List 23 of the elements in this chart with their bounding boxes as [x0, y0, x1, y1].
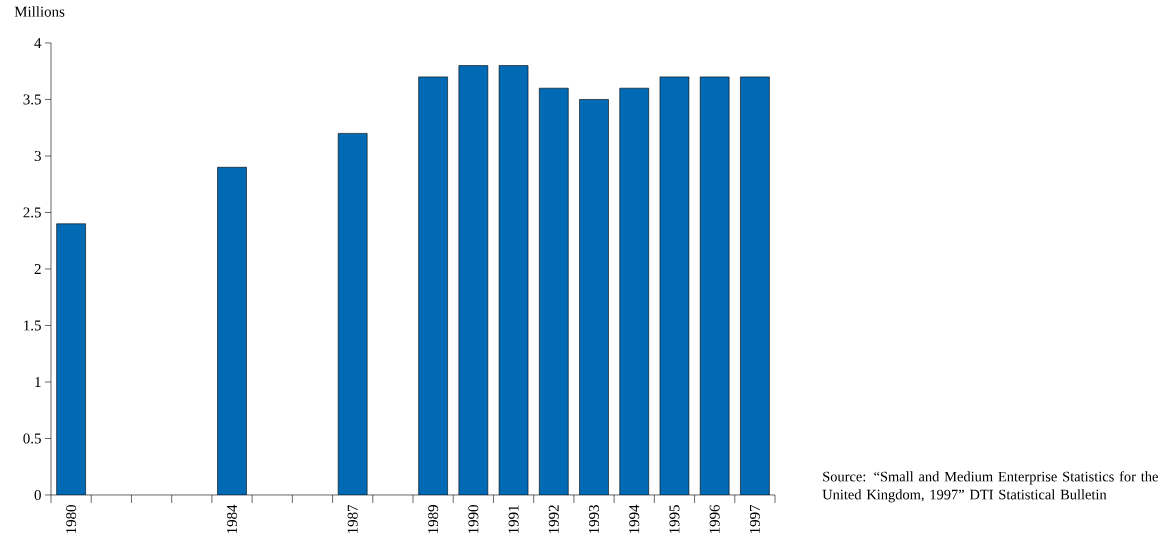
- x-tick-label: 1991: [508, 505, 519, 534]
- x-tick-label: 1989: [428, 505, 439, 534]
- x-tick-label: 1993: [588, 505, 600, 534]
- y-tick-label: 3.5: [23, 94, 41, 105]
- y-tick-label: 0.5: [23, 433, 41, 444]
- y-tick-label: 0: [34, 489, 41, 501]
- x-tick-label: 1995: [669, 505, 680, 534]
- y-axis-title: Millions: [14, 6, 65, 17]
- y-tick-label: 2.5: [23, 207, 41, 218]
- x-tick-label: 1997: [749, 504, 760, 534]
- source-note: Source: “Small and Medium Enterprise Statistics for the United Kingdom, 1997” DTI Statistical Bulletin: [822, 471, 1158, 503]
- y-tick-label: 3: [34, 150, 41, 161]
- x-tick-label: 1980: [66, 505, 77, 534]
- x-tick-label: 1987: [347, 504, 358, 534]
- x-tick-label: 1990: [468, 505, 479, 534]
- y-tick-label: 1.5: [24, 320, 41, 331]
- y-tick-label: 4: [34, 38, 42, 48]
- x-tick-label: 1994: [629, 504, 640, 534]
- x-tick-label: 1984: [226, 504, 238, 534]
- y-tick-label: 2: [34, 264, 41, 274]
- x-tick-label: 1996: [709, 504, 720, 534]
- x-tick-label: 1992: [548, 505, 559, 534]
- y-tick-label: 1: [35, 377, 41, 387]
